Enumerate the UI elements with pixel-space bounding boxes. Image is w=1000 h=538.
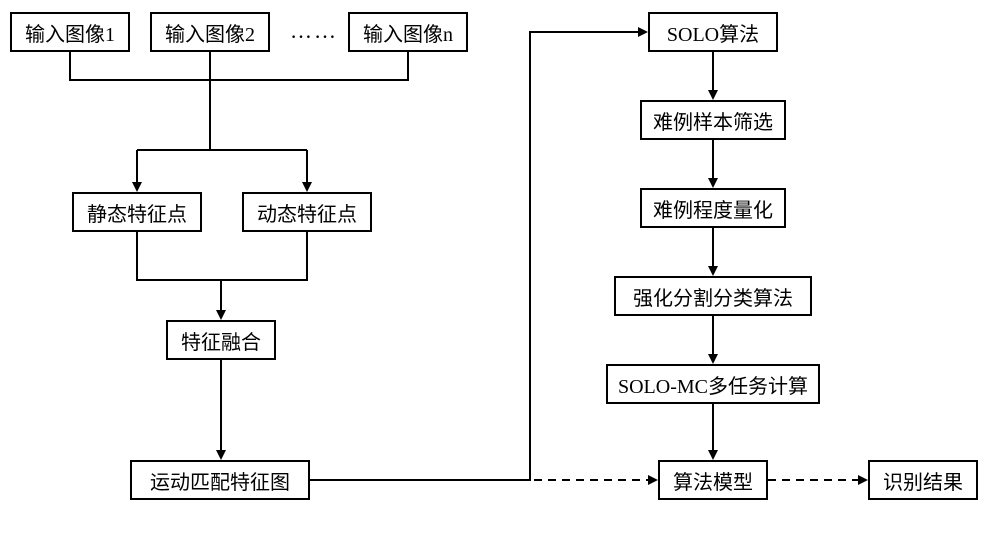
node-solo: SOLO算法: [648, 12, 778, 52]
node-input-image-n: 输入图像n: [348, 12, 468, 52]
node-dynamic-features: 动态特征点: [242, 192, 372, 232]
node-hard-quant: 难例程度量化: [640, 188, 786, 228]
node-result: 识别结果: [868, 460, 978, 500]
node-motion-map: 运动匹配特征图: [130, 460, 310, 500]
node-input-image-2: 输入图像2: [150, 12, 270, 52]
node-reinforce: 强化分割分类算法: [614, 276, 812, 316]
node-model: 算法模型: [658, 460, 768, 500]
node-feature-fusion: 特征融合: [166, 320, 276, 360]
node-solo-mc: SOLO-MC多任务计算: [606, 364, 820, 404]
node-hard-sample: 难例样本筛选: [640, 100, 786, 140]
flowchart-edges: [0, 0, 1000, 538]
node-static-features: 静态特征点: [72, 192, 202, 232]
node-input-image-1: 输入图像1: [10, 12, 130, 52]
ellipsis: ……: [290, 18, 338, 44]
